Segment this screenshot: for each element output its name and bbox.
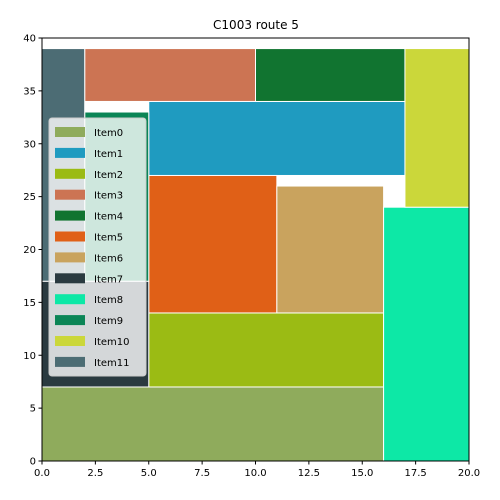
legend-label-item10: Item10	[94, 337, 130, 348]
legend-swatch-item3	[55, 190, 85, 200]
legend-swatch-item8	[55, 294, 85, 304]
treemap-cell-item5	[149, 175, 277, 312]
legend-swatch-item2	[55, 169, 85, 179]
legend-swatch-item0	[55, 127, 85, 137]
legend-label-item8: Item8	[94, 295, 123, 306]
y-tick-label: 10	[23, 351, 36, 362]
y-tick-label: 35	[23, 86, 36, 97]
legend-swatch-item4	[55, 211, 85, 221]
treemap-cell-item10	[405, 49, 469, 208]
x-tick-label: 2.5	[87, 468, 103, 479]
y-axis: 0 5 10 15 20 25 30 35 40	[23, 34, 42, 468]
legend-label-item3: Item3	[94, 191, 123, 202]
legend-swatch-item7	[55, 273, 85, 283]
legend-label-item0: Item0	[94, 128, 123, 139]
chart-title: C1003 route 5	[213, 18, 299, 32]
x-tick-label: 12.5	[298, 468, 320, 479]
legend-label-item4: Item4	[94, 212, 123, 223]
legend: Item0 Item1 Item2 Item3 Item4 Item5 Item6 Item7…	[49, 118, 146, 376]
treemap-cell-item8	[384, 207, 469, 461]
x-axis: 0.0 2.5 5.0 7.5 10.0 12.5 15.0 17.5 20.0	[34, 461, 480, 479]
x-tick-label: 5.0	[141, 468, 157, 479]
x-tick-label: 10.0	[244, 468, 266, 479]
legend-swatch-item9	[55, 315, 85, 325]
legend-label-item2: Item2	[94, 170, 123, 181]
y-tick-label: 30	[23, 139, 36, 150]
y-tick-label: 0	[30, 457, 36, 468]
legend-label-item6: Item6	[94, 253, 123, 264]
treemap-cell-item2	[149, 313, 384, 387]
treemap-cell-item6	[277, 186, 384, 313]
x-tick-label: 7.5	[194, 468, 210, 479]
x-tick-label: 0.0	[34, 468, 50, 479]
x-tick-label: 15.0	[351, 468, 373, 479]
legend-swatch-item1	[55, 148, 85, 158]
x-tick-label: 17.5	[404, 468, 426, 479]
legend-label-item7: Item7	[94, 274, 123, 285]
y-tick-label: 40	[23, 34, 36, 45]
y-tick-label: 25	[23, 192, 36, 203]
legend-swatch-item11	[55, 357, 85, 367]
legend-label-item1: Item1	[94, 149, 123, 160]
y-tick-label: 5	[30, 404, 36, 415]
treemap-cell-item4	[256, 49, 405, 102]
legend-label-item9: Item9	[94, 316, 123, 327]
treemap-cell-item1	[149, 101, 405, 175]
x-tick-label: 20.0	[458, 468, 480, 479]
legend-swatch-item6	[55, 252, 85, 262]
legend-label-item5: Item5	[94, 233, 123, 244]
treemap-cell-item3	[85, 49, 256, 102]
y-tick-label: 20	[23, 245, 36, 256]
legend-label-item11: Item11	[94, 358, 130, 369]
treemap-cell-item0	[42, 387, 384, 461]
legend-swatch-item10	[55, 336, 85, 346]
y-tick-label: 15	[23, 298, 36, 309]
legend-swatch-item5	[55, 232, 85, 242]
